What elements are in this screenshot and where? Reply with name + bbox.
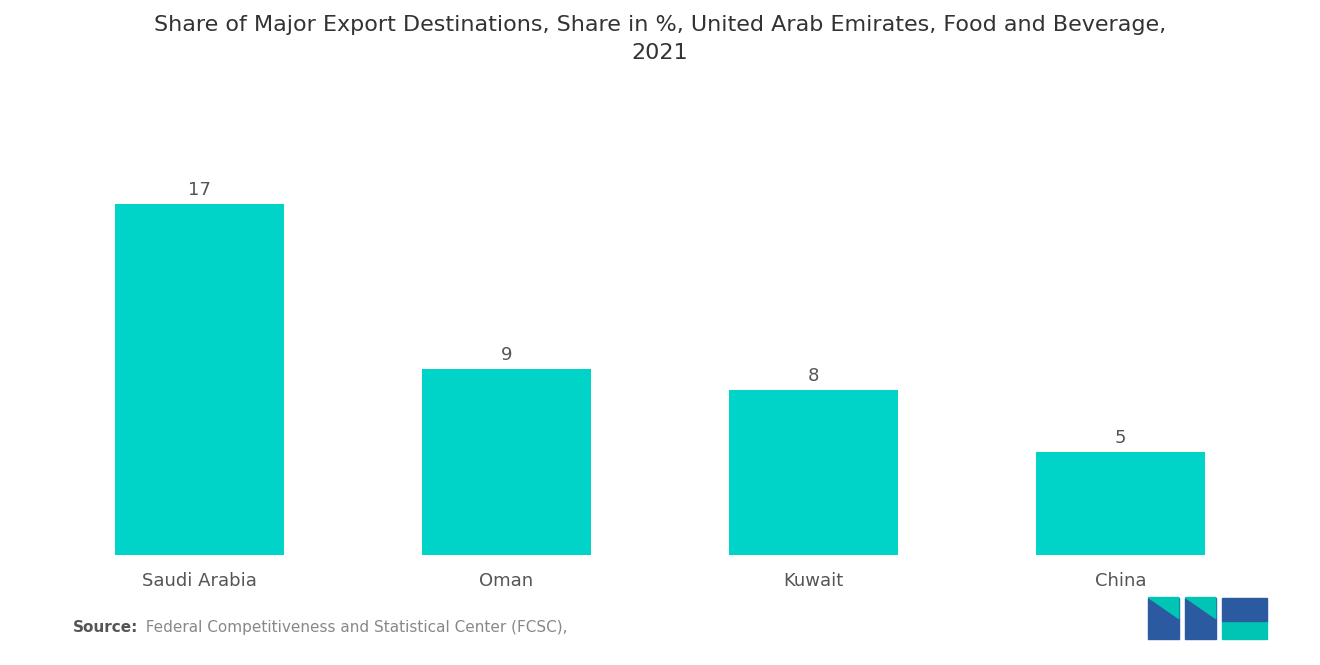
Text: 17: 17 xyxy=(187,181,211,199)
Title: Share of Major Export Destinations, Share in %, United Arab Emirates, Food and B: Share of Major Export Destinations, Shar… xyxy=(154,15,1166,63)
Text: 8: 8 xyxy=(808,367,820,385)
Text: 5: 5 xyxy=(1115,429,1126,447)
Polygon shape xyxy=(1148,597,1179,618)
Bar xyxy=(729,390,898,555)
Polygon shape xyxy=(1148,597,1179,640)
Text: 9: 9 xyxy=(500,346,512,364)
Polygon shape xyxy=(1185,597,1216,640)
Text: Federal Competitiveness and Statistical Center (FCSC),: Federal Competitiveness and Statistical … xyxy=(136,620,568,635)
Text: Source:: Source: xyxy=(73,620,139,635)
Bar xyxy=(422,370,591,555)
Bar xyxy=(115,204,284,555)
Bar xyxy=(1036,452,1205,555)
Polygon shape xyxy=(1185,597,1216,618)
Polygon shape xyxy=(1222,597,1267,621)
Polygon shape xyxy=(1222,621,1267,640)
